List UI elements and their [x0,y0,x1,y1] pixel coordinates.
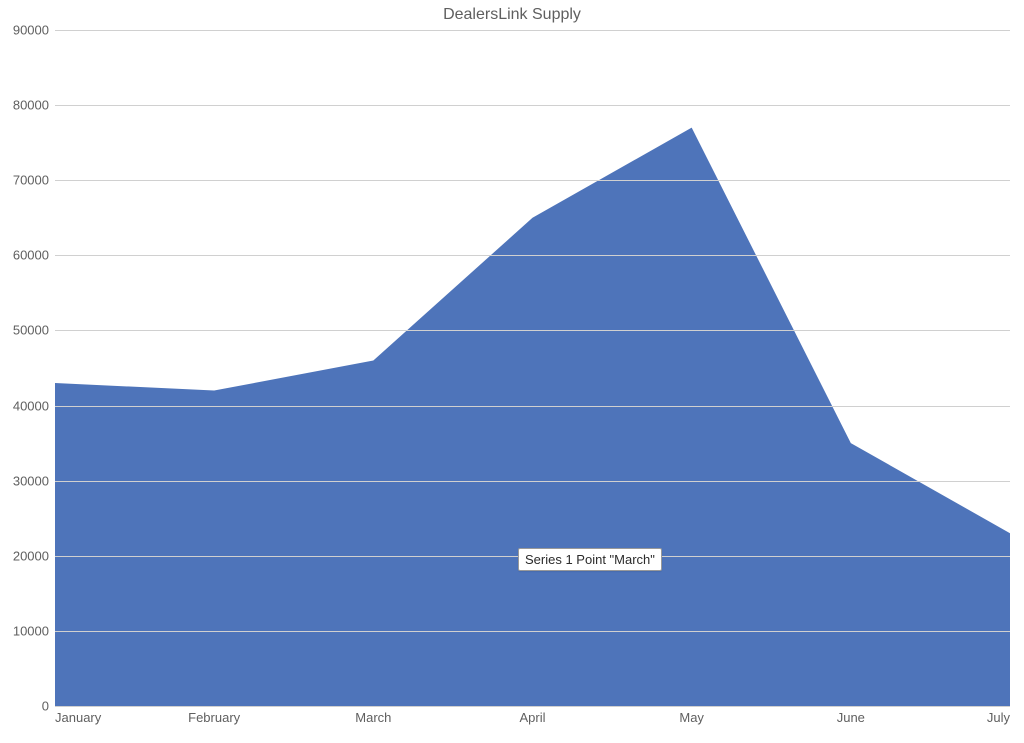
plot-area[interactable]: 0100002000030000400005000060000700008000… [55,30,1010,706]
chart-title: DealersLink Supply [0,6,1024,24]
gridline [55,330,1010,331]
datapoint-tooltip: Series 1 Point "March" [518,548,662,571]
gridline [55,706,1010,707]
x-tick-label: May [679,710,704,725]
y-tick-label: 0 [42,699,49,714]
gridline [55,406,1010,407]
y-tick-label: 50000 [13,323,49,338]
area-series [55,30,1010,706]
gridline [55,105,1010,106]
y-tick-label: 20000 [13,548,49,563]
gridline [55,180,1010,181]
supply-area-chart: DealersLink Supply 010000200003000040000… [0,0,1024,743]
x-tick-label: February [188,710,240,725]
y-tick-label: 10000 [13,623,49,638]
y-tick-label: 40000 [13,398,49,413]
x-tick-label: April [519,710,545,725]
gridline [55,481,1010,482]
gridline [55,30,1010,31]
x-tick-label: June [837,710,865,725]
x-tick-label: July [987,710,1010,725]
y-tick-label: 30000 [13,473,49,488]
x-tick-label: March [355,710,391,725]
y-tick-label: 80000 [13,98,49,113]
y-tick-label: 60000 [13,248,49,263]
y-tick-label: 90000 [13,23,49,38]
gridline [55,255,1010,256]
y-tick-label: 70000 [13,173,49,188]
gridline [55,631,1010,632]
x-tick-label: January [55,710,101,725]
tooltip-text: Series 1 Point "March" [525,552,655,567]
